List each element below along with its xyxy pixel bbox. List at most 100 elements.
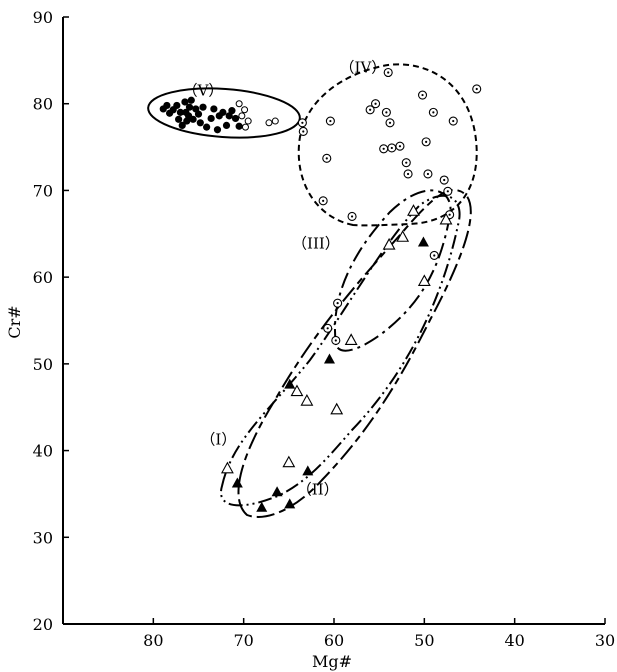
- data-point-filled-circle: [183, 117, 191, 125]
- field-labels: （V） （IV） （III） （I） （II）: [183, 58, 387, 498]
- field-v-envelope: [147, 87, 301, 139]
- field-label: （IV）: [340, 58, 387, 76]
- data-point-filled-circle: [222, 121, 231, 129]
- y-tick-label: 60: [33, 268, 53, 287]
- data-point-filled-circle: [199, 103, 207, 111]
- data-point-open-triangle: [282, 455, 296, 468]
- data-point-filled-circle: [196, 119, 204, 127]
- x-tick-label: 50: [414, 631, 434, 650]
- data-point-filled-circle: [228, 107, 236, 115]
- field-label: （V）: [183, 82, 224, 100]
- data-point-open-triangle: [439, 212, 453, 225]
- field-i-envelope: [219, 194, 461, 507]
- data-point-open-circle: [235, 100, 243, 108]
- data-point-dotted-circle: [417, 90, 428, 100]
- data-points: [159, 67, 482, 512]
- x-tick-label: 30: [595, 631, 615, 650]
- y-tick-label: 20: [33, 615, 53, 634]
- data-point-open-circle: [238, 112, 246, 120]
- data-point-open-triangle: [344, 333, 358, 345]
- data-point-dotted-circle: [318, 196, 328, 206]
- data-point-dotted-circle: [443, 186, 453, 196]
- field-ii-envelope: [237, 189, 472, 518]
- data-point-dotted-circle: [387, 143, 397, 153]
- data-point-filled-triangle: [284, 378, 296, 389]
- data-point-filled-circle: [235, 122, 243, 130]
- data-point-filled-circle: [175, 115, 183, 123]
- field-label: （II）: [297, 481, 339, 499]
- data-point-dotted-circle: [401, 158, 411, 168]
- data-point-filled-circle: [176, 108, 185, 116]
- data-point-filled-circle: [210, 105, 218, 113]
- data-point-filled-triangle: [417, 236, 429, 247]
- data-point-dotted-circle: [383, 67, 393, 78]
- data-point-dotted-circle: [403, 169, 413, 179]
- data-point-dotted-circle: [472, 84, 482, 94]
- data-point-dotted-circle: [448, 116, 458, 126]
- data-point-open-triangle: [407, 204, 420, 216]
- field-iv-envelope: [297, 63, 478, 227]
- data-point-filled-circle: [185, 103, 194, 111]
- data-point-filled-circle: [187, 96, 195, 104]
- data-point-open-triangle: [300, 394, 314, 406]
- data-point-open-triangle: [396, 230, 410, 242]
- y-tick-label: 90: [33, 8, 53, 27]
- data-point-dotted-circle: [385, 118, 395, 128]
- x-tick-label: 60: [324, 631, 344, 650]
- y-tick-label: 40: [33, 442, 53, 461]
- data-point-open-circle: [265, 119, 273, 127]
- field-label: （III）: [292, 234, 340, 252]
- data-point-open-circle: [271, 117, 279, 125]
- data-point-filled-circle: [194, 110, 203, 118]
- data-point-dotted-circle: [325, 116, 335, 126]
- data-point-filled-circle: [231, 114, 240, 123]
- data-point-filled-triangle: [323, 353, 335, 364]
- data-point-filled-triangle: [256, 501, 268, 512]
- data-point-dotted-circle: [421, 137, 431, 147]
- data-point-filled-circle: [203, 123, 211, 131]
- data-point-open-circle: [244, 117, 252, 125]
- data-point-dotted-circle: [323, 323, 333, 333]
- x-axis-title: Mg#: [312, 652, 352, 671]
- data-point-dotted-circle: [371, 99, 381, 109]
- field-envelopes: [147, 63, 478, 518]
- y-tick-label: 50: [33, 355, 53, 374]
- data-point-dotted-circle: [298, 126, 308, 137]
- data-point-open-circle: [241, 106, 249, 114]
- data-point-dotted-circle: [365, 105, 375, 115]
- data-point-open-triangle: [220, 461, 234, 474]
- data-point-dotted-circle: [297, 118, 307, 128]
- data-point-dotted-circle: [379, 144, 389, 154]
- data-point-open-circle: [241, 123, 249, 131]
- y-tick-label: 30: [33, 528, 53, 547]
- data-point-filled-triangle: [284, 498, 296, 509]
- data-point-dotted-circle: [333, 298, 343, 308]
- axes: [62, 17, 605, 625]
- data-point-filled-circle: [181, 98, 189, 106]
- data-point-filled-triangle: [302, 465, 314, 476]
- data-point-dotted-circle: [439, 175, 449, 185]
- data-point-filled-circle: [219, 108, 227, 116]
- data-point-filled-circle: [163, 101, 171, 110]
- data-point-filled-triangle: [271, 486, 283, 497]
- y-axis-title: Cr#: [5, 305, 24, 338]
- data-point-filled-circle: [173, 101, 181, 110]
- y-tick-label: 80: [33, 95, 53, 114]
- data-point-filled-circle: [213, 126, 222, 134]
- x-tick-label: 70: [233, 631, 253, 650]
- data-point-open-triangle: [330, 402, 344, 415]
- data-point-dotted-circle: [428, 107, 438, 117]
- axis-ticks: 80 70 60 50 40 30 20 30 40 50 60 70 80 90: [33, 8, 616, 650]
- data-point-dotted-circle: [347, 211, 357, 221]
- x-tick-label: 40: [504, 631, 524, 650]
- data-point-dotted-circle: [429, 250, 439, 261]
- data-point-filled-circle: [189, 115, 197, 123]
- data-point-open-triangle: [290, 384, 304, 397]
- data-point-open-triangle: [417, 274, 431, 287]
- data-point-filled-circle: [207, 114, 215, 123]
- field-label: （I）: [200, 430, 236, 448]
- data-point-filled-circle: [178, 121, 186, 129]
- data-point-dotted-circle: [322, 153, 332, 163]
- data-point-open-triangle: [382, 237, 396, 250]
